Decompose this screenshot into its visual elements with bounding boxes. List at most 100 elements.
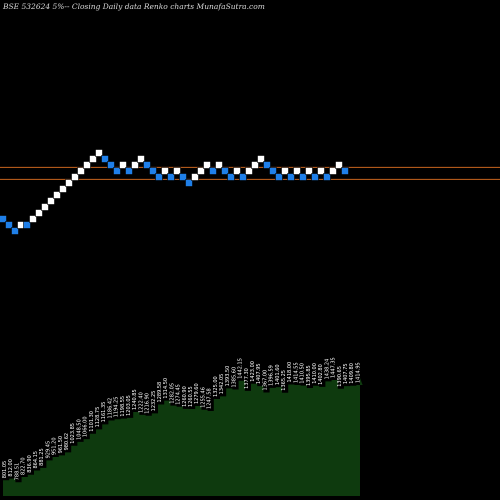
renko-brick-up — [161, 167, 169, 175]
renko-brick-up — [317, 167, 325, 175]
price-label: 1438.24 — [324, 359, 330, 380]
renko-brick-up — [41, 203, 49, 211]
renko-brick-down — [269, 167, 277, 175]
renko-brick-up — [119, 161, 127, 169]
price-labels: 801.05 812.00 788.51 822.70 836.90 864.15 881.… — [2, 357, 361, 480]
price-label: 1222.40 — [138, 392, 144, 413]
renko-brick-up — [83, 161, 91, 169]
price-label: 1423.00 — [250, 361, 256, 382]
renko-brick-down — [209, 167, 217, 175]
renko-brick-up — [197, 167, 205, 175]
renko-brick-down — [23, 221, 31, 229]
renko-brick-up — [29, 215, 37, 223]
price-label: 1289.58 — [157, 382, 163, 403]
renko-brick-up — [95, 149, 103, 157]
renko-brick-down — [287, 173, 295, 181]
renko-brick-up — [215, 161, 223, 169]
renko-brick-down — [155, 173, 163, 181]
renko-brick-down — [125, 167, 133, 175]
renko-brick-up — [305, 167, 313, 175]
price-label: 1401.60 — [275, 364, 281, 385]
price-label: 864.15 — [33, 451, 39, 469]
price-label: 1066.00 — [83, 416, 89, 437]
price-label: 1414.55 — [293, 362, 299, 383]
price-label: 1410.00 — [312, 363, 318, 384]
renko-bricks — [0, 149, 349, 235]
renko-brick-down — [149, 167, 157, 175]
renko-brick-down — [0, 215, 7, 223]
renko-brick-up — [233, 167, 241, 175]
price-label: 1385.60 — [231, 367, 237, 388]
volume-area — [3, 378, 363, 496]
renko-brick-up — [71, 173, 79, 181]
price-label: 1216.90 — [145, 393, 151, 414]
renko-brick-up — [329, 167, 337, 175]
price-label: 1274.45 — [176, 384, 182, 405]
renko-brick-down — [311, 173, 319, 181]
renko-brick-up — [245, 167, 253, 175]
price-label: 1247.58 — [207, 388, 213, 409]
price-label: 801.05 — [2, 461, 8, 479]
price-label: 1396.59 — [269, 365, 275, 386]
renko-brick-up — [203, 161, 211, 169]
price-label: 881.25 — [39, 448, 45, 466]
renko-brick-up — [89, 155, 97, 163]
renko-brick-down — [341, 167, 349, 175]
price-label: 1393.50 — [225, 366, 231, 387]
renko-brick-up — [335, 161, 343, 169]
price-label: 1282.05 — [169, 383, 175, 404]
price-label: 929.45 — [45, 441, 51, 459]
renko-brick-up — [257, 155, 265, 163]
renko-brick-up — [77, 167, 85, 175]
price-label: 951.20 — [52, 437, 58, 455]
renko-brick-up — [173, 167, 181, 175]
price-label: 1409.80 — [349, 363, 355, 384]
price-label: 812.00 — [8, 459, 14, 477]
renko-brick-up — [137, 155, 145, 163]
price-label: 1186.42 — [107, 398, 113, 419]
price-label: 1255.46 — [200, 387, 206, 408]
renko-brick-down — [323, 173, 331, 181]
price-label: 1260.90 — [182, 386, 188, 407]
price-label: 1414.95 — [355, 362, 361, 383]
renko-brick-down — [5, 221, 13, 229]
renko-brick-up — [47, 197, 55, 205]
price-label: 1101.30 — [89, 411, 95, 432]
renko-brick-down — [143, 161, 151, 169]
price-label: 1410.50 — [300, 363, 306, 384]
renko-brick-up — [293, 167, 301, 175]
price-label: 1260.55 — [188, 386, 194, 407]
renko-brick-up — [191, 173, 199, 181]
renko-brick-down — [221, 167, 229, 175]
renko-brick-up — [59, 185, 67, 193]
price-label: 1279.60 — [194, 383, 200, 404]
price-label: 788.51 — [14, 463, 20, 481]
volume-area-shape — [3, 378, 363, 496]
renko-brick-up — [53, 191, 61, 199]
price-label: 980.62 — [64, 433, 70, 451]
price-label: 1128.75 — [95, 407, 101, 428]
chart-title: BSE 532624 5%-- Closing Daily data Renko… — [3, 2, 265, 11]
renko-brick-up — [131, 161, 139, 169]
price-label: 961.50 — [58, 436, 64, 454]
renko-brick-up — [251, 161, 259, 169]
price-label: 1161.35 — [101, 402, 107, 423]
price-label: 1447.35 — [331, 357, 337, 378]
renko-brick-down — [263, 161, 271, 169]
price-label: 1390.65 — [337, 366, 343, 387]
renko-brick-up — [281, 167, 289, 175]
price-label: 1395.85 — [306, 365, 312, 386]
renko-brick-down — [239, 173, 247, 181]
price-label: 836.90 — [27, 455, 33, 473]
price-label: 1314.50 — [163, 378, 169, 399]
price-label: 1365.25 — [281, 370, 287, 391]
price-label: 1048.50 — [76, 419, 82, 440]
price-label: 1232.25 — [151, 391, 157, 412]
price-label: 1194.25 — [114, 397, 120, 418]
price-label: 1367.00 — [262, 370, 268, 391]
renko-brick-down — [167, 173, 175, 181]
renko-brick-up — [65, 179, 73, 187]
price-label: 1402.80 — [318, 364, 324, 385]
price-label: 1407.75 — [343, 363, 349, 384]
